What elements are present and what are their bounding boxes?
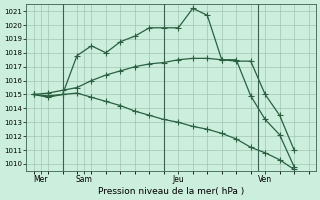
X-axis label: Pression niveau de la mer( hPa ): Pression niveau de la mer( hPa ) bbox=[98, 187, 244, 196]
